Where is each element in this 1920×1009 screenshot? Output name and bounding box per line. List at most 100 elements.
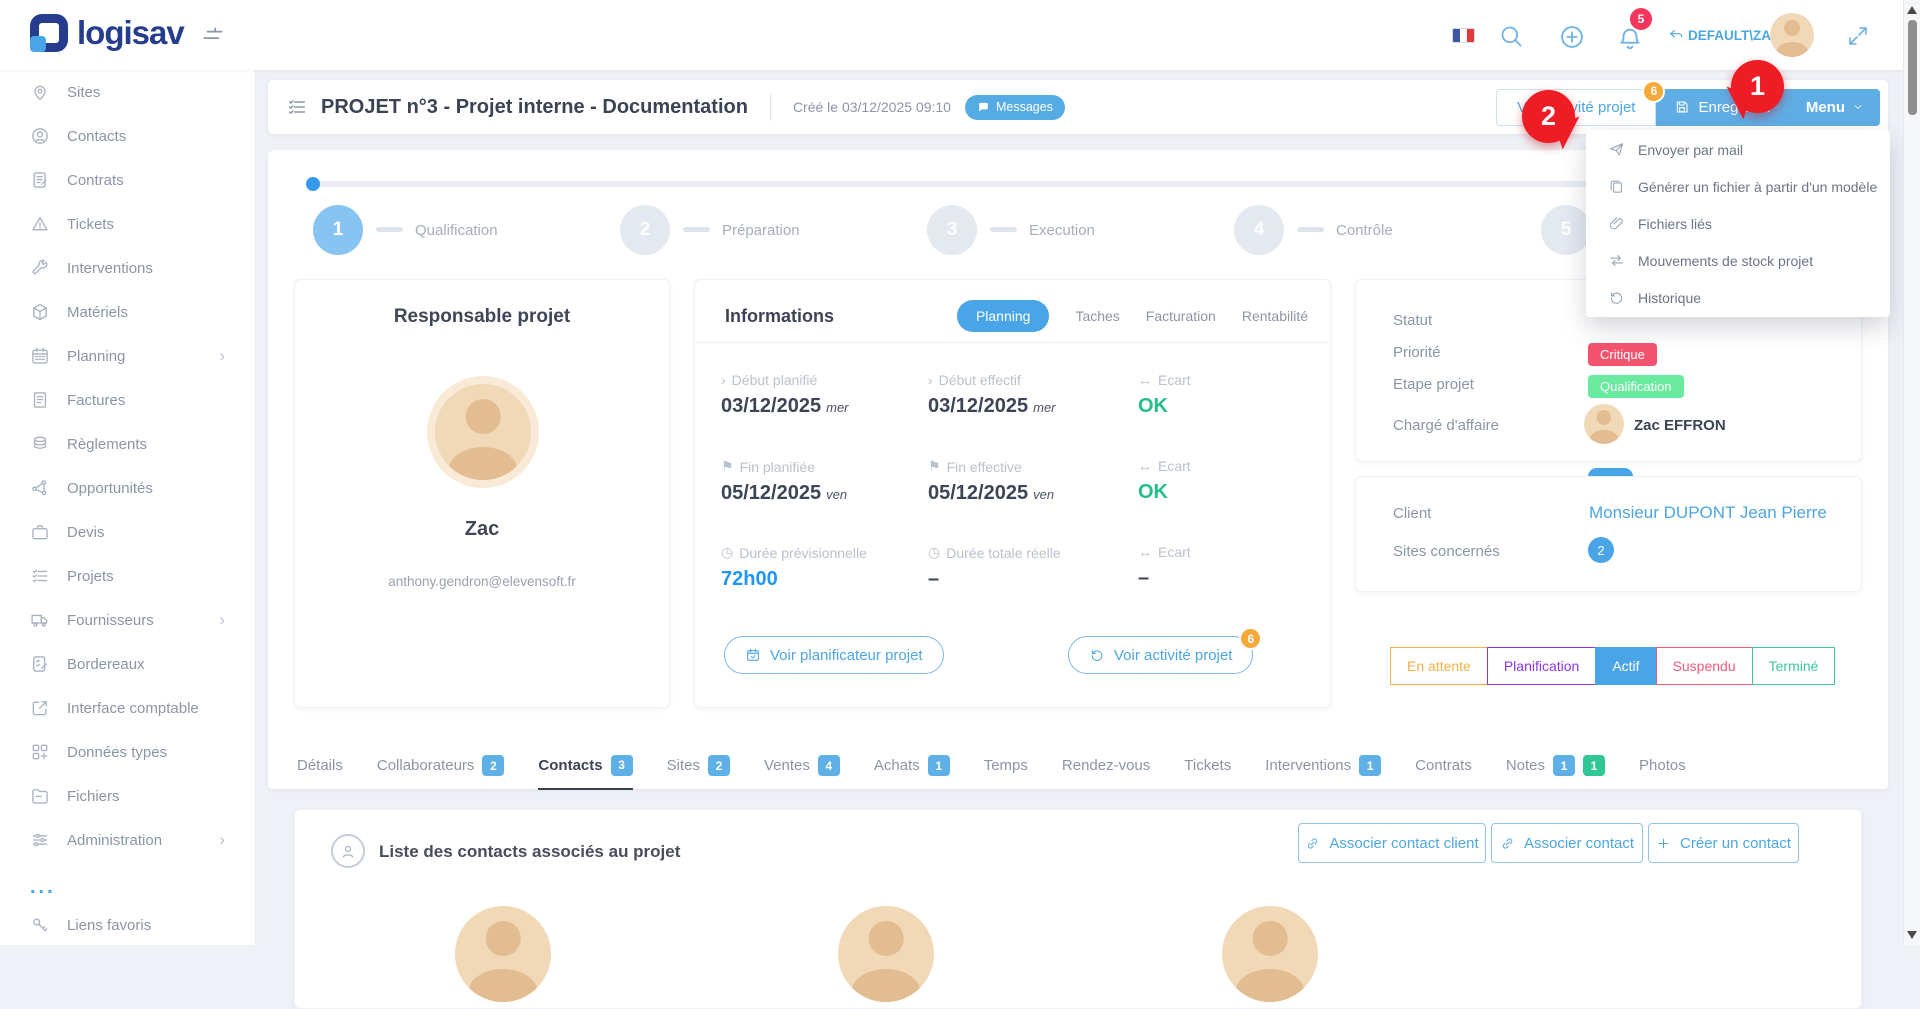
- client-link[interactable]: Monsieur DUPONT Jean Pierre: [1589, 503, 1827, 522]
- info-tab-rentabilite[interactable]: Rentabilité: [1241, 308, 1308, 324]
- scroll-down-icon[interactable]: [1907, 931, 1917, 939]
- tab-photos[interactable]: Photos: [1639, 757, 1686, 774]
- step-circle-2[interactable]: 2: [620, 205, 670, 255]
- sidebar-item-interventions[interactable]: Interventions: [0, 246, 255, 290]
- tab-tickets[interactable]: Tickets: [1184, 757, 1232, 774]
- menu-item-historique[interactable]: Historique: [1586, 279, 1890, 316]
- vertical-scrollbar[interactable]: [1903, 0, 1920, 945]
- contact-avatar[interactable]: [838, 906, 934, 1002]
- sidebar-item-planning[interactable]: Planning ›: [0, 334, 255, 378]
- user-avatar[interactable]: [1770, 13, 1814, 57]
- tab-sites[interactable]: Sites 2: [667, 742, 730, 789]
- chat-bubble-icon: [979, 102, 988, 111]
- info-tab-taches[interactable]: Taches: [1075, 308, 1120, 324]
- sidebar-item-label: Bordereaux: [67, 655, 145, 673]
- step-circle-1[interactable]: 1: [313, 205, 363, 255]
- sidebar-item-contrats[interactable]: Contrats: [0, 158, 255, 202]
- tab-collaborateurs[interactable]: Collaborateurs 2: [377, 742, 505, 789]
- tab-temps[interactable]: Temps: [983, 757, 1028, 774]
- activity-count-badge: 6: [1239, 627, 1263, 650]
- view-activity-button-card[interactable]: Voir activité projet 6: [1068, 627, 1263, 674]
- tab-contrats[interactable]: Contrats: [1415, 757, 1472, 774]
- tab-details[interactable]: Détails: [297, 757, 343, 774]
- sidebar-more-dots[interactable]: ...: [30, 876, 56, 898]
- clock-icon: ◷: [721, 544, 734, 560]
- step-circle-5[interactable]: 5: [1541, 205, 1591, 255]
- info-tab-facturation[interactable]: Facturation: [1145, 308, 1216, 324]
- save-icon: [1677, 101, 1689, 113]
- sidebar-item-donnees-types[interactable]: Données types: [0, 730, 255, 774]
- status-option-suspendu[interactable]: Suspendu: [1655, 647, 1753, 685]
- status-option-actif[interactable]: Actif: [1595, 647, 1657, 685]
- sidebar-item-materiels[interactable]: Matériels: [0, 290, 255, 334]
- wrench-icon: [30, 258, 50, 278]
- menu-item-fichiers-lies[interactable]: Fichiers liés: [1586, 205, 1890, 242]
- app-logo[interactable]: logisav: [30, 14, 185, 52]
- sidebar-item-opportunites[interactable]: Opportunités: [0, 466, 255, 510]
- tab-interventions[interactable]: Interventions 1: [1265, 742, 1382, 789]
- status-option-planification[interactable]: Planification: [1486, 647, 1597, 685]
- sidebar-item-fichiers[interactable]: Fichiers: [0, 774, 255, 818]
- sidebar-item-label: Matériels: [67, 303, 128, 321]
- flag-icon: ⚑: [721, 458, 734, 474]
- step-circle-4[interactable]: 4: [1234, 205, 1284, 255]
- status-option-termine[interactable]: Terminé: [1751, 647, 1836, 685]
- associate-client-contact-button[interactable]: Associer contact client: [1298, 823, 1486, 863]
- sidebar-item-fournisseurs[interactable]: Fournisseurs ›: [0, 598, 255, 642]
- tab-notes[interactable]: Notes 1 1: [1506, 742, 1606, 789]
- info-tab-planning[interactable]: Planning: [956, 300, 1050, 332]
- language-flag-icon[interactable]: [1452, 28, 1475, 43]
- sidebar-item-contacts[interactable]: Contacts: [0, 114, 255, 158]
- tab-achats[interactable]: Achats 1: [874, 742, 950, 789]
- sidebar-item-factures[interactable]: Factures: [0, 378, 255, 422]
- scroll-up-icon[interactable]: [1907, 6, 1917, 14]
- menu-item-generer-fichier[interactable]: Générer un fichier à partir d'un modèle: [1586, 168, 1890, 205]
- sidebar-item-sites[interactable]: Sites: [0, 70, 255, 114]
- tab-count-badge: 1: [1359, 755, 1382, 776]
- sidebar-item-projets[interactable]: Projets: [0, 554, 255, 598]
- chevron-down-icon: [1854, 105, 1862, 109]
- sidebar-item-reglements[interactable]: Règlements: [0, 422, 255, 466]
- sidebar-item-bordereaux[interactable]: Bordereaux: [0, 642, 255, 686]
- sidebar-item-interface-comptable[interactable]: Interface comptable: [0, 686, 255, 730]
- arrows-icon: ↔: [1138, 458, 1152, 474]
- fullscreen-expand-icon[interactable]: [1846, 24, 1870, 48]
- tab-count-badge: 4: [817, 755, 840, 776]
- messages-button[interactable]: Messages: [964, 94, 1065, 120]
- sidebar-item-devis[interactable]: Devis: [0, 510, 255, 554]
- current-user-link[interactable]: DEFAULT\ZAC: [1668, 27, 1781, 44]
- sidebar-item-label: Données types: [67, 743, 168, 761]
- history-icon: [1091, 650, 1103, 661]
- checklist-icon: [30, 566, 50, 586]
- contact-avatar[interactable]: [1222, 906, 1318, 1002]
- sidebar-toggle-icon[interactable]: [200, 23, 226, 49]
- sidebar-item-administration[interactable]: Administration ›: [0, 818, 255, 862]
- field-fin-effective: ⚑ Fin effective 05/12/2025 ven: [928, 458, 1055, 504]
- step-dash: [376, 227, 403, 232]
- tab-contacts[interactable]: Contacts 3: [538, 743, 633, 790]
- menu-button[interactable]: Menu: [1790, 89, 1880, 126]
- contacts-list-title: Liste des contacts associés au projet: [379, 842, 681, 861]
- contacts-list-card: Liste des contacts associés au projet As…: [294, 809, 1862, 1009]
- scrollbar-thumb[interactable]: [1908, 20, 1917, 115]
- charge-affaire-label: Chargé d'affaire: [1393, 417, 1499, 434]
- charge-affaire-name: Zac EFFRON: [1634, 417, 1726, 434]
- tab-rendez-vous[interactable]: Rendez-vous: [1061, 757, 1151, 774]
- search-icon[interactable]: [1498, 23, 1525, 50]
- activity-count-badge: 6: [1642, 79, 1666, 103]
- contact-avatar[interactable]: [455, 906, 551, 1002]
- menu-item-envoyer-par-mail[interactable]: Envoyer par mail: [1586, 131, 1890, 168]
- quick-add-icon[interactable]: [1558, 23, 1586, 51]
- step-circle-3[interactable]: 3: [927, 205, 977, 255]
- owner-avatar: [427, 376, 539, 488]
- create-contact-button[interactable]: Créer un contact: [1648, 823, 1799, 863]
- associate-contact-button[interactable]: Associer contact: [1491, 823, 1643, 863]
- view-planner-button[interactable]: Voir planificateur projet: [724, 636, 944, 674]
- statut-label: Statut: [1393, 312, 1433, 329]
- notifications-bell-icon[interactable]: [1616, 25, 1644, 53]
- status-option-en-attente[interactable]: En attente: [1390, 647, 1488, 685]
- sidebar-item-tickets[interactable]: Tickets: [0, 202, 255, 246]
- menu-item-mouvements-stock[interactable]: Mouvements de stock projet: [1586, 242, 1890, 279]
- tab-ventes[interactable]: Ventes 4: [764, 742, 840, 789]
- sidebar-item-liens-favoris[interactable]: Liens favoris: [0, 905, 255, 945]
